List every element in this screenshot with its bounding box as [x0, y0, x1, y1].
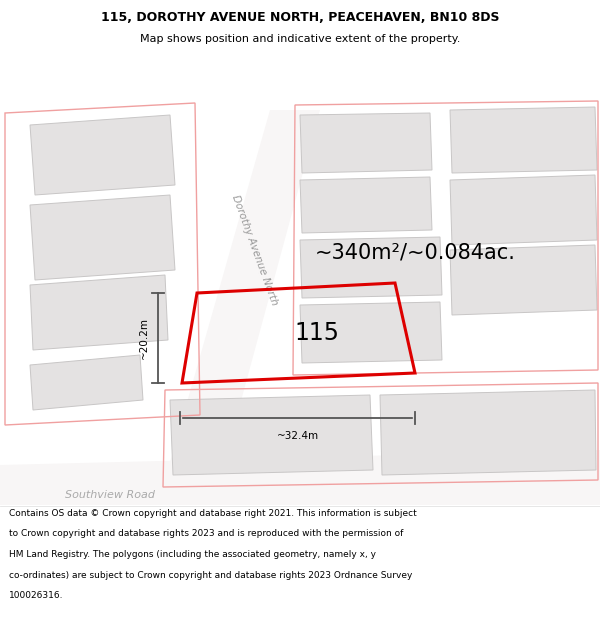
Polygon shape: [450, 245, 597, 315]
Text: Contains OS data © Crown copyright and database right 2021. This information is : Contains OS data © Crown copyright and d…: [9, 509, 417, 518]
Text: 100026316.: 100026316.: [9, 591, 64, 601]
Polygon shape: [155, 110, 320, 515]
Text: ~340m²/~0.084ac.: ~340m²/~0.084ac.: [314, 243, 515, 263]
Polygon shape: [450, 107, 597, 173]
Text: 115, DOROTHY AVENUE NORTH, PEACEHAVEN, BN10 8DS: 115, DOROTHY AVENUE NORTH, PEACEHAVEN, B…: [101, 11, 499, 24]
Text: Map shows position and indicative extent of the property.: Map shows position and indicative extent…: [140, 34, 460, 44]
Polygon shape: [300, 237, 442, 298]
Text: co-ordinates) are subject to Crown copyright and database rights 2023 Ordnance S: co-ordinates) are subject to Crown copyr…: [9, 571, 412, 579]
Text: to Crown copyright and database rights 2023 and is reproduced with the permissio: to Crown copyright and database rights 2…: [9, 529, 403, 538]
Text: 115: 115: [295, 321, 340, 345]
Polygon shape: [300, 177, 432, 233]
Polygon shape: [300, 113, 432, 173]
Polygon shape: [450, 175, 597, 245]
Polygon shape: [380, 390, 596, 475]
Text: Dorothy Avenue North: Dorothy Avenue North: [230, 193, 280, 307]
Polygon shape: [170, 395, 373, 475]
Text: HM Land Registry. The polygons (including the associated geometry, namely x, y: HM Land Registry. The polygons (includin…: [9, 550, 376, 559]
Polygon shape: [30, 355, 143, 410]
Polygon shape: [30, 195, 175, 280]
Text: ~20.2m: ~20.2m: [139, 317, 149, 359]
Polygon shape: [30, 115, 175, 195]
Polygon shape: [300, 302, 442, 363]
Text: ~32.4m: ~32.4m: [277, 431, 319, 441]
Text: Southview Road: Southview Road: [65, 490, 155, 500]
Polygon shape: [0, 450, 600, 515]
Polygon shape: [30, 275, 168, 350]
